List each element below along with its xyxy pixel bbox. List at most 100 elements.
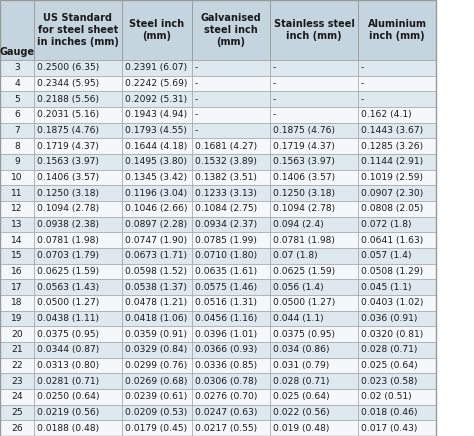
Bar	[122, 295, 192, 311]
Bar	[270, 389, 358, 405]
Text: 0.0188 (0.48): 0.0188 (0.48)	[37, 424, 99, 433]
Text: 0.0747 (1.90): 0.0747 (1.90)	[125, 236, 187, 245]
Text: 0.0276 (0.70): 0.0276 (0.70)	[195, 392, 257, 402]
Text: 0.0269 (0.68): 0.0269 (0.68)	[125, 377, 187, 386]
Text: 0.031 (0.79): 0.031 (0.79)	[273, 361, 329, 370]
Text: 0.0313 (0.80): 0.0313 (0.80)	[37, 361, 99, 370]
Text: 0.0635 (1.61): 0.0635 (1.61)	[195, 267, 257, 276]
Bar	[358, 0, 436, 60]
Text: 13: 13	[11, 220, 23, 229]
Bar	[192, 279, 270, 295]
Bar	[358, 311, 436, 327]
Bar	[270, 76, 358, 92]
Bar	[270, 60, 358, 76]
Bar	[0, 264, 34, 279]
Text: -: -	[195, 110, 198, 119]
Bar	[122, 232, 192, 248]
Text: 17: 17	[11, 283, 23, 292]
Bar	[270, 248, 358, 264]
Bar	[0, 201, 34, 217]
Text: 0.2031 (5.16): 0.2031 (5.16)	[37, 110, 99, 119]
Bar	[0, 389, 34, 405]
Bar	[34, 170, 122, 185]
Text: 19: 19	[11, 314, 23, 323]
Text: 0.0641 (1.63): 0.0641 (1.63)	[361, 236, 423, 245]
Bar	[122, 0, 192, 60]
Text: 0.0598 (1.52): 0.0598 (1.52)	[125, 267, 187, 276]
Text: 0.072 (1.8): 0.072 (1.8)	[361, 220, 411, 229]
Text: -: -	[273, 64, 276, 72]
Bar	[192, 373, 270, 389]
Bar	[358, 60, 436, 76]
Text: 0.034 (0.86): 0.034 (0.86)	[273, 345, 329, 354]
Text: -: -	[361, 64, 364, 72]
Text: 22: 22	[11, 361, 23, 370]
Text: 0.0217 (0.55): 0.0217 (0.55)	[195, 424, 257, 433]
Text: -: -	[361, 95, 364, 104]
Text: 0.0299 (0.76): 0.0299 (0.76)	[125, 361, 187, 370]
Text: 0.0625 (1.59): 0.0625 (1.59)	[37, 267, 99, 276]
Bar	[270, 217, 358, 232]
Bar	[192, 154, 270, 170]
Bar	[122, 311, 192, 327]
Bar	[270, 327, 358, 342]
Bar	[0, 139, 34, 154]
Text: 0.2242 (5.69): 0.2242 (5.69)	[125, 79, 187, 88]
Bar	[270, 405, 358, 420]
Text: 7: 7	[14, 126, 20, 135]
Text: 0.0306 (0.78): 0.0306 (0.78)	[195, 377, 257, 386]
Bar	[122, 60, 192, 76]
Bar	[270, 264, 358, 279]
Bar	[192, 405, 270, 420]
Bar	[34, 264, 122, 279]
Text: 18: 18	[11, 298, 23, 307]
Bar	[270, 358, 358, 373]
Text: 0.0538 (1.37): 0.0538 (1.37)	[125, 283, 187, 292]
Bar	[122, 389, 192, 405]
Bar	[358, 185, 436, 201]
Bar	[34, 373, 122, 389]
Text: 14: 14	[11, 236, 23, 245]
Text: 0.1563 (3.97): 0.1563 (3.97)	[273, 157, 335, 167]
Text: 0.0320 (0.81): 0.0320 (0.81)	[361, 330, 423, 339]
Bar	[34, 279, 122, 295]
Bar	[34, 311, 122, 327]
Text: 3: 3	[14, 64, 20, 72]
Bar	[34, 389, 122, 405]
Bar	[0, 405, 34, 420]
Text: 0.0781 (1.98): 0.0781 (1.98)	[273, 236, 335, 245]
Text: 0.0703 (1.79): 0.0703 (1.79)	[37, 252, 99, 260]
Bar	[192, 327, 270, 342]
Text: 0.0500 (1.27): 0.0500 (1.27)	[273, 298, 335, 307]
Bar	[0, 123, 34, 139]
Bar	[34, 327, 122, 342]
Bar	[270, 185, 358, 201]
Bar	[0, 92, 34, 107]
Text: 0.1144 (2.91): 0.1144 (2.91)	[361, 157, 423, 167]
Text: 0.057 (1.4): 0.057 (1.4)	[361, 252, 411, 260]
Bar	[358, 107, 436, 123]
Text: 0.036 (0.91): 0.036 (0.91)	[361, 314, 417, 323]
Bar	[34, 139, 122, 154]
Bar	[270, 107, 358, 123]
Bar	[270, 373, 358, 389]
Bar	[34, 232, 122, 248]
Bar	[192, 264, 270, 279]
Bar	[122, 358, 192, 373]
Bar	[192, 123, 270, 139]
Bar	[270, 311, 358, 327]
Bar	[192, 60, 270, 76]
Bar	[34, 420, 122, 436]
Text: 0.2500 (6.35): 0.2500 (6.35)	[37, 64, 99, 72]
Text: 4: 4	[14, 79, 20, 88]
Text: 24: 24	[11, 392, 23, 402]
Bar	[358, 358, 436, 373]
Bar	[34, 342, 122, 358]
Text: 0.1644 (4.18): 0.1644 (4.18)	[125, 142, 187, 151]
Text: 0.0575 (1.46): 0.0575 (1.46)	[195, 283, 257, 292]
Bar	[358, 295, 436, 311]
Bar	[358, 389, 436, 405]
Text: 0.0209 (0.53): 0.0209 (0.53)	[125, 408, 187, 417]
Text: 0.028 (0.71): 0.028 (0.71)	[361, 345, 417, 354]
Bar	[34, 358, 122, 373]
